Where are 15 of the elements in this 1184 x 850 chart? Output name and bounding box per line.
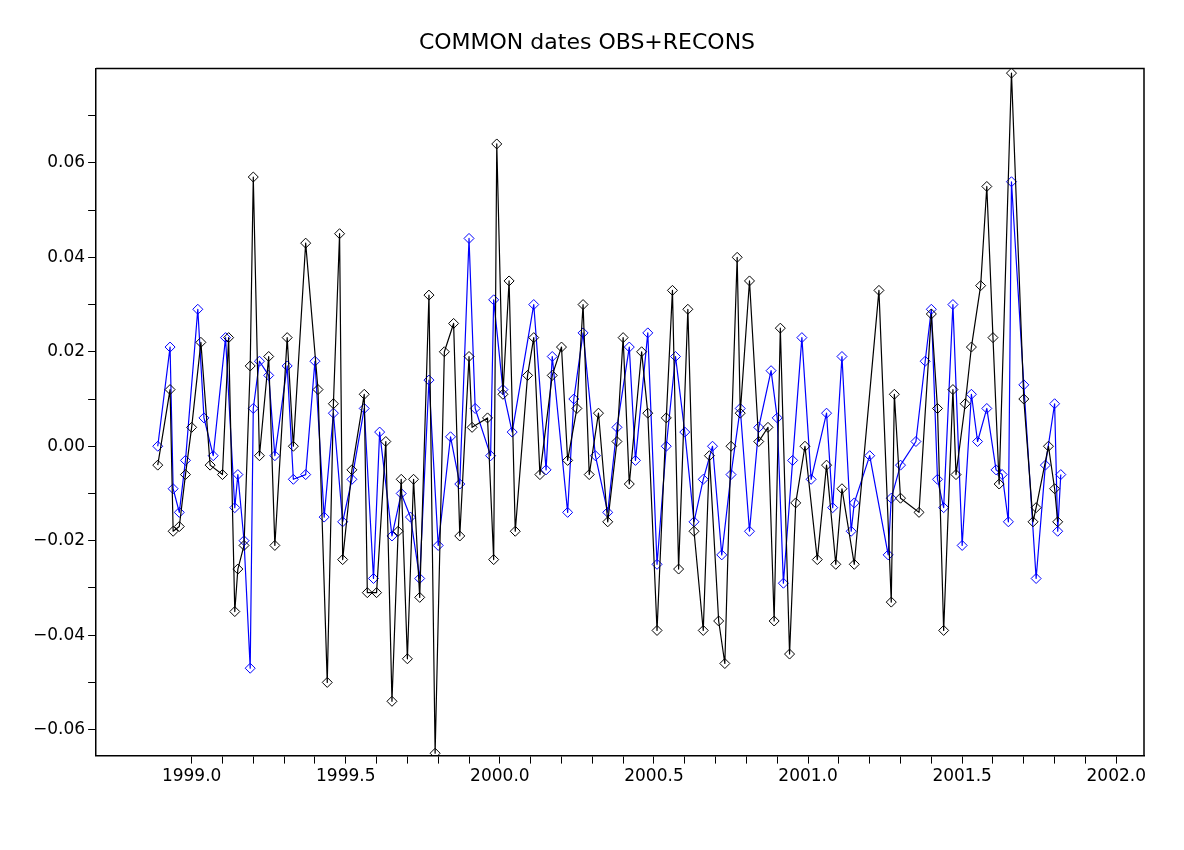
x-tick-label: 2000.5 (624, 765, 684, 786)
y-tick-label: 0.00 (47, 434, 86, 455)
x-tick-label: 1999.0 (161, 765, 222, 786)
y-tick-label: 0.04 (47, 245, 86, 266)
chart-title: COMMON dates OBS+RECONS (418, 28, 756, 54)
x-tick-label: 1999.5 (316, 765, 376, 786)
y-tick-label: −0.04 (32, 623, 86, 644)
y-tick-label: −0.06 (32, 718, 86, 739)
x-tick-label: 2000.0 (470, 765, 530, 786)
y-tick-label: 0.02 (47, 340, 86, 361)
x-tick-label: 2001.5 (932, 765, 992, 786)
x-tick-label: 2001.0 (778, 765, 838, 786)
y-tick-label: −0.02 (32, 529, 86, 550)
x-tick-label: 2002.0 (1086, 765, 1146, 786)
y-tick-label: 0.06 (47, 151, 86, 172)
